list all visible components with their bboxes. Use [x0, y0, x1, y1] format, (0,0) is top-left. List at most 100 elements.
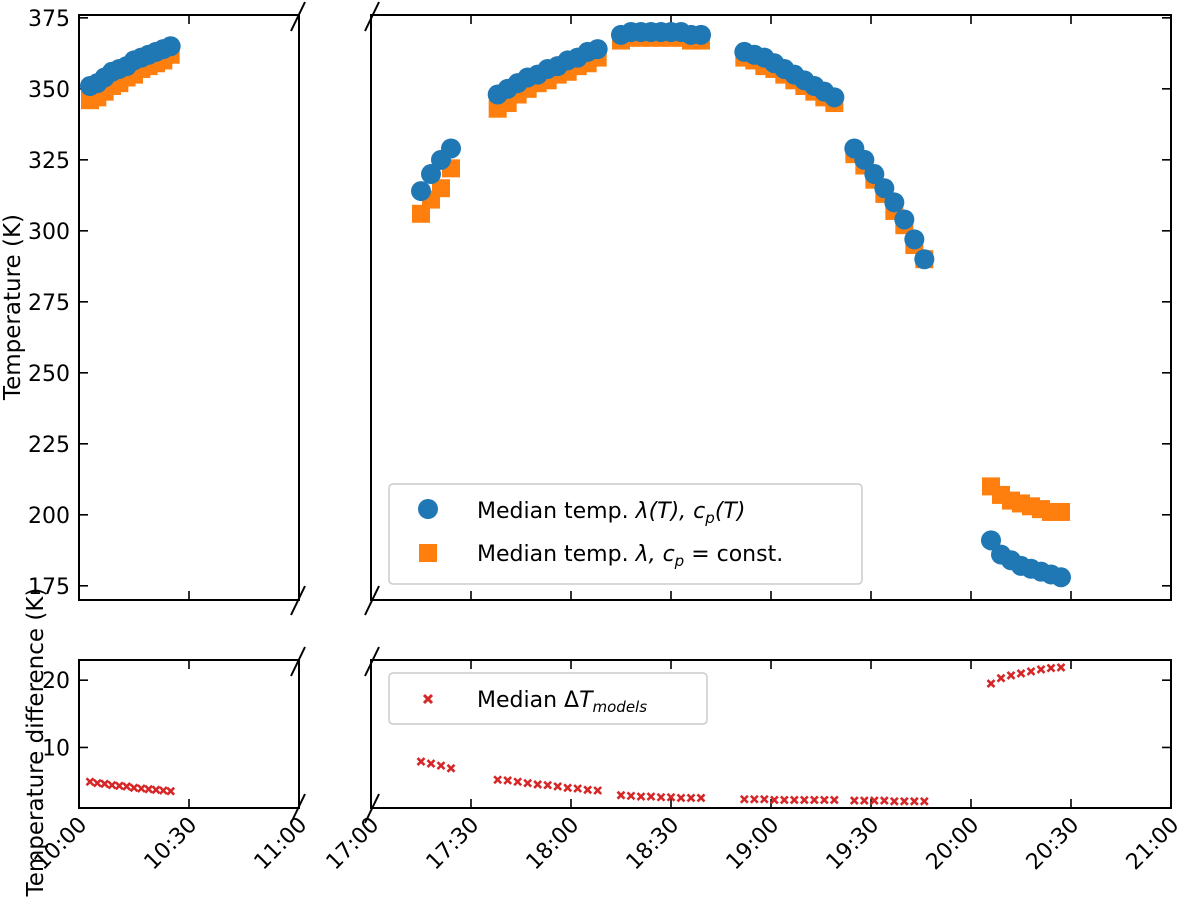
data-point-cross [114, 781, 124, 791]
data-point-cross [583, 785, 593, 795]
y-tick-label: 350 [28, 78, 70, 103]
data-point-cross [646, 792, 656, 801]
data-point-cross [749, 794, 759, 804]
data-point-cross [144, 784, 154, 794]
legend-entry-square: Median temp. λ, cp = const. [477, 542, 783, 570]
x-tick-label: 18:30 [622, 813, 685, 876]
data-point-circle [854, 149, 875, 170]
data-point-cross [543, 780, 553, 790]
y-tick-label: 175 [28, 575, 70, 600]
data-point-circle [1051, 567, 1071, 588]
bottom-panel: 10 20 [42, 658, 1172, 810]
data-point-cross [129, 783, 139, 793]
y-tick-label: 250 [28, 362, 70, 387]
x-tick-labels: 10:00 10:30 11:00 17:00 17:30 18:00 18:30 19:00… [30, 813, 1185, 876]
data-point-circle [421, 164, 441, 185]
data-point-square [412, 204, 430, 223]
data-point-cross [676, 793, 686, 803]
data-point-circle [981, 530, 1001, 551]
data-point-cross [899, 796, 909, 806]
data-point-cross [563, 783, 573, 793]
y-tick-label: 200 [28, 504, 70, 529]
data-point-cross [666, 792, 676, 802]
x-tick-label: 19:00 [722, 813, 785, 876]
data-point-circle [441, 138, 461, 159]
data-point-circle [824, 87, 845, 108]
data-point-circle [411, 181, 431, 202]
data-point-circle [914, 249, 935, 270]
data-point-cross [136, 784, 146, 793]
data-point-circle [904, 229, 925, 250]
top-panel: 175 200 225 250 275 300 325 350 375 [28, 7, 1172, 603]
top-legend: Median temp. λ(T), cp(T) Median temp. λ,… [388, 483, 863, 585]
data-point-cross [416, 757, 426, 767]
x-tick-label: 17:30 [422, 813, 485, 876]
data-point-cross [533, 780, 543, 789]
data-point-cross [986, 679, 996, 688]
x-tick-label: 11:00 [250, 813, 313, 876]
data-point-cross [513, 777, 523, 787]
y-tick-label: 225 [28, 433, 70, 458]
data-point-cross [909, 796, 919, 806]
break-mark [290, 585, 306, 616]
data-point-cross [553, 782, 563, 791]
data-point-cross [436, 761, 446, 771]
legend-marker-cross [422, 693, 434, 705]
break-mark [364, 585, 380, 616]
bottom-break-gap [300, 658, 370, 810]
bottom-legend-box [388, 672, 708, 725]
x-tick-label: 21:00 [1122, 813, 1185, 876]
top-legend-box [388, 483, 863, 585]
data-point-cross [523, 778, 533, 788]
data-point-cross [1056, 662, 1066, 672]
top-y-axis-label: Temperature (K) [0, 214, 26, 401]
data-point-cross [503, 775, 513, 785]
data-point-cross [158, 786, 168, 795]
data-point-cross [769, 795, 779, 805]
data-point-cross [686, 793, 696, 803]
data-point-cross [85, 777, 95, 787]
data-point-circle [587, 39, 608, 60]
data-point-cross [446, 763, 456, 773]
data-point-cross [809, 795, 819, 805]
data-point-cross [616, 790, 626, 800]
data-point-cross [789, 795, 799, 805]
y-tick-label: 275 [28, 291, 70, 316]
break-mark [364, 1, 380, 32]
data-point-cross [626, 791, 636, 801]
x-tick-label: 20:30 [1022, 813, 1085, 876]
data-point-cross [859, 796, 869, 806]
y-tick-label: 20 [42, 669, 70, 694]
axis-break-marks [290, 1, 380, 824]
data-point-cross [122, 782, 132, 791]
data-point-circle [864, 164, 885, 185]
data-point-cross [879, 796, 889, 806]
x-tick-label: 20:00 [922, 813, 985, 876]
data-point-cross [1016, 669, 1026, 678]
data-point-cross [889, 796, 899, 806]
data-point-cross [1036, 664, 1046, 674]
data-point-circle [894, 209, 915, 230]
data-point-cross [779, 795, 789, 805]
data-point-cross [166, 786, 176, 796]
break-mark [290, 646, 306, 677]
data-point-cross [493, 775, 503, 785]
top-left-axes [78, 14, 300, 601]
data-point-cross [829, 795, 839, 805]
x-tick-label: 19:30 [822, 813, 885, 876]
data-point-cross [919, 796, 929, 806]
data-point-cross [696, 793, 706, 803]
data-point-circle [160, 36, 181, 57]
data-point-cross [1046, 663, 1056, 673]
data-point-cross [1026, 667, 1036, 676]
data-point-cross [636, 792, 646, 801]
data-point-square [432, 179, 450, 198]
break-mark [290, 793, 306, 824]
y-tick-label: 10 [42, 736, 70, 761]
data-point-cross [151, 785, 161, 795]
break-mark [290, 1, 306, 32]
break-mark [364, 793, 380, 824]
data-point-cross [573, 784, 583, 793]
data-point-circle [884, 192, 905, 213]
